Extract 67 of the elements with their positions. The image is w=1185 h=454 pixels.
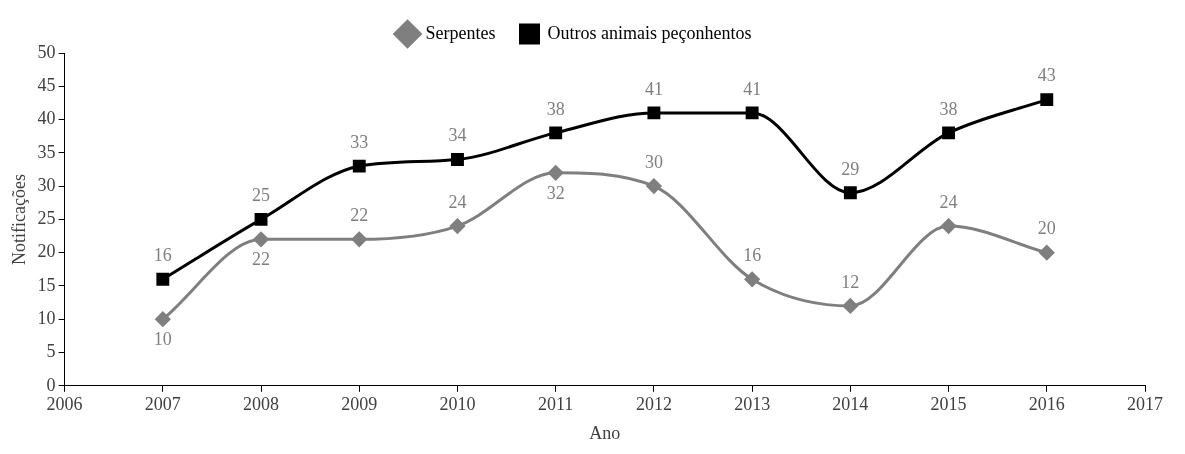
data-label: 16 [743, 245, 762, 266]
point [647, 106, 661, 120]
x-tick-label: 2016 [1028, 394, 1065, 415]
y-tick-label: 40 [37, 108, 56, 129]
data-label: 22 [252, 249, 271, 270]
y-tick-label: 15 [37, 274, 56, 295]
data-label: 38 [546, 98, 565, 119]
data-label: 22 [350, 205, 369, 226]
x-tick-label: 2015 [930, 394, 967, 415]
y-tick-label: 10 [37, 307, 56, 328]
data-label: 20 [1037, 218, 1056, 239]
point [351, 231, 367, 247]
data-label: 10 [153, 328, 172, 349]
point [1040, 93, 1054, 107]
data-label: 24 [939, 191, 958, 212]
data-label: 38 [939, 98, 958, 119]
point [745, 106, 759, 120]
data-label: 25 [252, 185, 271, 206]
point [941, 218, 957, 234]
y-tick-label: 50 [37, 41, 56, 62]
point [254, 212, 268, 226]
point [155, 311, 171, 327]
x-tick-label: 2007 [144, 394, 181, 415]
point [156, 272, 170, 286]
x-tick-label: 2010 [439, 394, 476, 415]
x-tick-label: 2011 [538, 394, 574, 415]
x-tick-label: 2017 [1127, 394, 1163, 415]
point [253, 231, 269, 247]
legend-label: Outros animais peçonhentos [547, 22, 752, 43]
point [548, 165, 564, 181]
data-label: 33 [350, 131, 369, 152]
y-tick-label: 5 [46, 341, 56, 362]
data-label: 12 [841, 271, 860, 292]
x-axis-title: Ano [589, 422, 621, 443]
point [1039, 245, 1055, 261]
legend-label: Serpentes [425, 22, 496, 43]
point [744, 271, 760, 287]
y-tick-label: 30 [37, 174, 56, 195]
y-tick-label: 45 [37, 75, 56, 96]
point [843, 186, 857, 200]
data-label: 32 [546, 182, 565, 203]
y-tick-label: 20 [37, 241, 56, 262]
x-tick-label: 2008 [243, 394, 280, 415]
data-label: 41 [743, 78, 762, 99]
x-tick-label: 2013 [734, 394, 771, 415]
data-label: 24 [448, 191, 467, 212]
y-tick-label: 0 [46, 374, 56, 395]
data-label: 43 [1037, 65, 1056, 86]
point [942, 126, 956, 140]
data-label: 41 [644, 78, 663, 99]
data-label: 16 [153, 245, 172, 266]
point [449, 218, 465, 234]
point [646, 178, 662, 194]
point [842, 298, 858, 314]
y-tick-label: 25 [37, 208, 56, 229]
data-label: 29 [841, 158, 860, 179]
data-label: 30 [644, 151, 663, 172]
point [451, 153, 464, 166]
y-tick-label: 35 [37, 141, 56, 162]
x-tick-label: 2012 [635, 394, 672, 415]
point [352, 159, 366, 173]
x-tick-label: 2006 [46, 394, 83, 415]
point [549, 126, 563, 140]
x-tick-label: 2009 [341, 394, 378, 415]
data-label: 34 [448, 125, 467, 146]
x-tick-label: 2014 [832, 394, 869, 415]
y-axis-title: Notificações [8, 173, 29, 265]
